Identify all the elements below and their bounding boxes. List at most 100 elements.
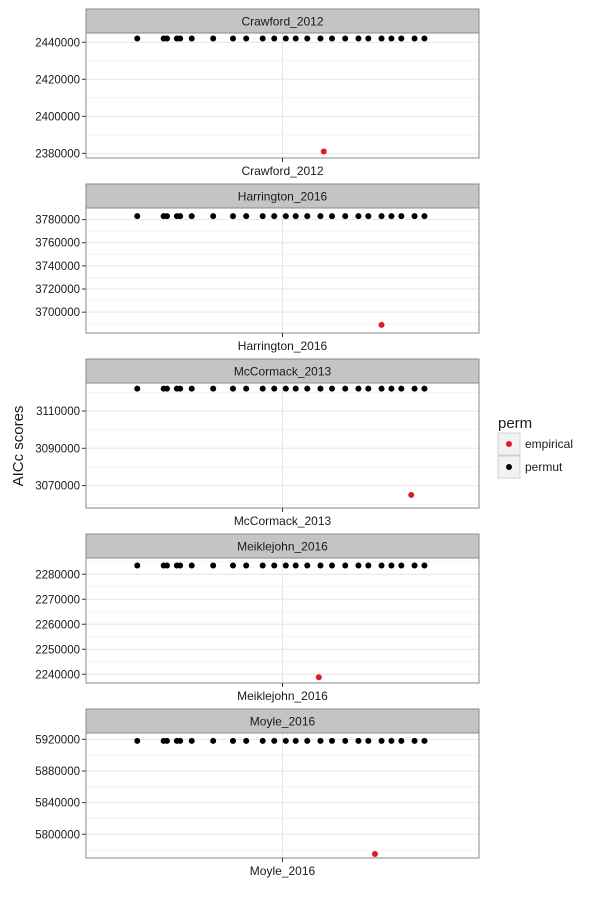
y-tick-label: 3070000 [35,481,80,493]
point-permut [243,385,250,392]
point-permut [411,737,418,744]
point-permut [243,213,250,220]
facet-strip-label: Harrington_2016 [238,190,328,204]
y-tick-label: 5800000 [35,829,80,841]
point-permut [317,562,324,569]
point-permut [229,213,236,220]
point-permut [292,385,299,392]
point-permut [355,737,362,744]
point-permut [177,737,184,744]
point-permut [163,213,170,220]
point-permut [421,35,428,42]
point-permut [292,737,299,744]
point-permut [282,35,289,42]
point-permut [282,562,289,569]
panel-crawford-2012: Crawford_2012 2380000 2400000 2420000 244000… [35,8,480,178]
point-permut [355,213,362,220]
point-permut [398,35,405,42]
legend-title: perm [498,415,532,432]
y-tick-label: 3090000 [35,443,80,455]
point-permut [188,35,195,42]
point-permut [243,35,250,42]
point-permut [365,213,372,220]
point-permut [398,213,405,220]
legend-label: permut [525,460,563,474]
point-permut [304,385,311,392]
point-permut [188,385,195,392]
facet-strip [85,533,480,559]
point-permut [411,213,418,220]
facet-strip-label: Meiklejohn_2016 [237,540,328,554]
x-category-label: McCormack_2013 [234,514,332,528]
point-permut [134,737,141,744]
point-permut [210,737,217,744]
y-tick-label: 2380000 [35,148,80,160]
x-category-label: Meiklejohn_2016 [237,689,328,703]
y-tick-label: 5920000 [35,734,80,746]
point-permut [317,35,324,42]
point-permut [329,213,336,220]
point-permut [398,562,405,569]
point-empirical [315,674,322,681]
point-permut [378,213,385,220]
legend-entries: empirical permut [497,432,573,479]
legend-marker [506,441,512,447]
y-tick-label: 2270000 [35,594,80,606]
point-permut [210,562,217,569]
point-empirical [371,851,378,858]
point-permut [421,737,428,744]
point-permut [177,385,184,392]
facet-strip [85,708,480,734]
point-permut [398,737,405,744]
point-permut [259,737,266,744]
point-permut [355,385,362,392]
point-permut [398,385,405,392]
point-permut [163,562,170,569]
y-tick-label: 2440000 [35,37,80,49]
point-permut [304,35,311,42]
point-permut [411,35,418,42]
y-tick-label: 3740000 [35,261,80,273]
point-empirical [408,491,415,498]
y-tick-label: 5880000 [35,766,80,778]
point-permut [388,562,395,569]
point-permut [329,737,336,744]
y-tick-label: 2250000 [35,644,80,656]
point-permut [421,385,428,392]
point-permut [229,35,236,42]
point-permut [388,737,395,744]
y-tick-label: 2260000 [35,619,80,631]
legend-label: empirical [525,437,573,451]
point-permut [342,35,349,42]
legend: perm empirical permut [497,415,573,479]
y-tick-label: 3720000 [35,284,80,296]
point-permut [355,35,362,42]
point-permut [243,562,250,569]
point-permut [304,737,311,744]
y-axis-label: AICc scores [10,406,27,487]
point-permut [365,35,372,42]
point-permut [329,562,336,569]
panel-mccormack-2013: McCormack_2013 3070000 3090000 3110000 McCor… [35,358,480,528]
point-permut [329,385,336,392]
point-permut [282,737,289,744]
point-permut [388,385,395,392]
y-tick-label: 3700000 [35,307,80,319]
point-permut [177,562,184,569]
point-permut [317,737,324,744]
point-permut [259,213,266,220]
point-permut [243,737,250,744]
point-permut [134,35,141,42]
facet-strip [85,358,480,384]
y-tick-label: 3110000 [36,406,80,418]
panel-harrington-2016: Harrington_2016 3700000 3720000 3740000 3760… [35,183,480,353]
point-permut [229,562,236,569]
facet-strip-label: Moyle_2016 [250,715,316,729]
point-permut [329,35,336,42]
chart-panels: Crawford_2012 2380000 2400000 2420000 244000… [35,8,480,878]
point-empirical [320,148,327,155]
point-permut [388,35,395,42]
legend-marker [506,464,512,470]
point-permut [304,213,311,220]
